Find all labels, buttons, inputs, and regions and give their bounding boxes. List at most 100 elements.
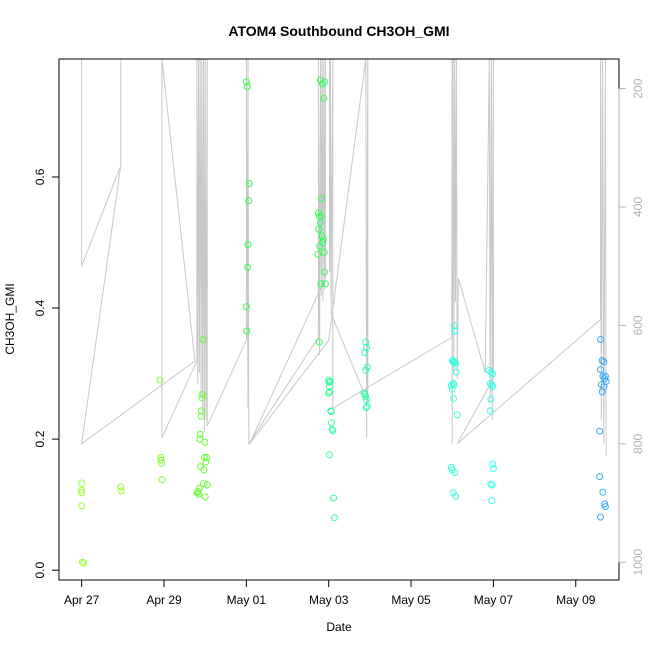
data-point <box>316 219 324 227</box>
x-tick-label: May 03 <box>309 593 349 607</box>
chart-title: ATOM4 Southbound CH3OH_GMI <box>228 23 449 39</box>
y-right-tick-label: 400 <box>631 197 645 217</box>
data-point <box>363 396 371 404</box>
data-point <box>201 493 209 501</box>
x-tick-label: May 01 <box>227 593 267 607</box>
data-point <box>243 327 251 335</box>
data-point <box>450 395 457 402</box>
y-tick-label: 0.2 <box>33 430 47 447</box>
y-right-tick-label: 600 <box>631 315 645 335</box>
y-right-tick-label: 1000 <box>631 549 645 576</box>
y-axis-right: 200 400 600 800 1000 <box>618 78 645 576</box>
data-point <box>242 78 250 86</box>
data-point <box>360 389 368 397</box>
data-point <box>316 242 324 250</box>
data-point <box>203 481 211 489</box>
data-point <box>158 459 165 467</box>
data-point <box>78 479 86 487</box>
data-point <box>449 379 457 387</box>
data-point <box>79 558 86 566</box>
data-point <box>330 494 338 502</box>
y-axis-label: CH3OH_GMI <box>3 283 17 354</box>
data-point <box>450 358 458 366</box>
data-point <box>317 212 325 220</box>
data-point <box>321 280 329 288</box>
data-point <box>78 489 86 497</box>
data-point <box>487 368 495 376</box>
data-point <box>327 408 335 416</box>
data-point <box>328 425 336 433</box>
data-point <box>489 465 497 473</box>
data-point <box>453 411 461 419</box>
data-point <box>78 486 86 494</box>
data-point <box>600 358 608 366</box>
data-point <box>362 338 370 346</box>
data-point <box>318 232 326 240</box>
y-axis-left: 0.0 0.2 0.4 0.6 <box>33 168 60 579</box>
data-point <box>315 338 323 346</box>
data-point <box>195 484 203 492</box>
data-point <box>202 458 210 466</box>
data-point <box>244 241 252 248</box>
x-tick-label: Apr 29 <box>146 593 182 607</box>
data-point <box>326 377 334 385</box>
y-tick-label: 0.4 <box>33 299 47 316</box>
data-point <box>596 427 604 435</box>
data-point <box>78 502 86 510</box>
data-point <box>488 497 496 505</box>
data-point <box>314 250 322 258</box>
data-point <box>452 368 460 376</box>
data-point <box>486 407 494 415</box>
data-point <box>597 513 604 521</box>
data-point <box>315 212 323 220</box>
data-point <box>489 383 497 391</box>
data-point <box>452 492 459 500</box>
data-point <box>245 197 253 205</box>
data-point <box>319 80 326 88</box>
plot-frame <box>58 58 620 581</box>
data-point <box>363 363 371 371</box>
data-point <box>117 487 125 495</box>
data-point <box>489 370 497 378</box>
data-point <box>361 349 369 357</box>
data-point <box>451 469 459 476</box>
data-point <box>243 83 251 90</box>
data-point <box>321 268 329 276</box>
data-point <box>362 366 370 374</box>
data-point <box>450 381 458 389</box>
data-point <box>362 404 370 412</box>
y-right-tick-label: 200 <box>631 78 645 98</box>
data-point <box>158 476 166 484</box>
data-point <box>325 389 333 397</box>
data-point <box>328 419 336 427</box>
data-point <box>200 466 208 474</box>
pressure-line <box>80 58 607 456</box>
data-point <box>489 460 497 468</box>
x-axis: Apr 27 Apr 29 May 01 May 03 May 05 May 07 May … <box>64 579 596 607</box>
points-layer <box>78 76 610 567</box>
data-point <box>363 402 371 410</box>
data-point <box>200 480 207 488</box>
data-point <box>450 322 458 330</box>
data-point <box>487 395 495 403</box>
data-point <box>318 195 326 203</box>
y-tick-label: 0.6 <box>33 168 47 185</box>
pressure-layer <box>80 58 607 456</box>
data-point <box>331 514 338 522</box>
data-point <box>451 327 459 335</box>
data-point <box>200 454 208 461</box>
data-point <box>80 559 88 567</box>
data-point <box>598 388 606 396</box>
data-point <box>362 393 370 400</box>
data-point <box>596 473 604 480</box>
data-point <box>320 94 328 102</box>
data-point <box>488 481 496 489</box>
data-point <box>317 280 325 288</box>
data-point <box>319 235 327 243</box>
y-right-tick-label: 800 <box>631 433 645 453</box>
y-tick-label: 0.0 <box>33 562 47 579</box>
data-point <box>598 357 606 364</box>
data-point <box>244 263 252 271</box>
data-point <box>199 336 207 343</box>
